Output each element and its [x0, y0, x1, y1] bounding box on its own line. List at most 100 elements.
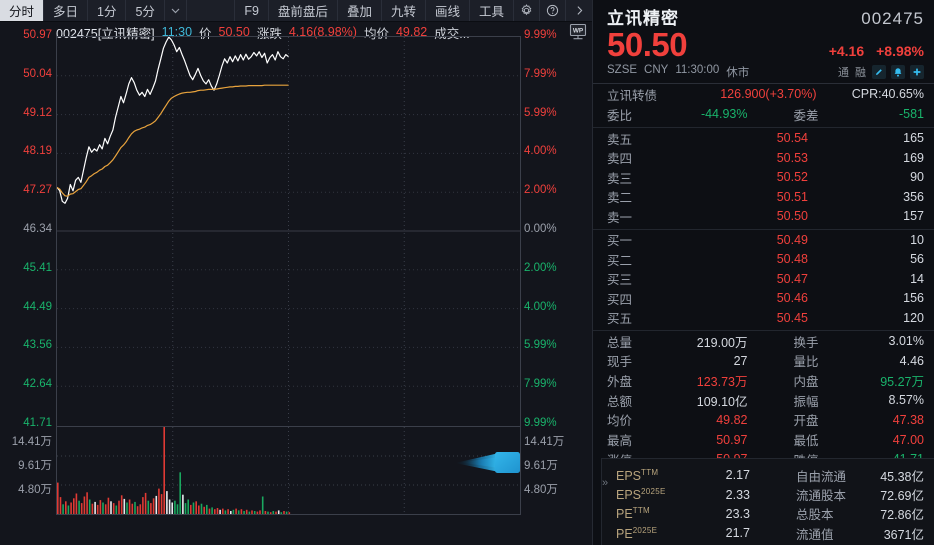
- chart-canvas[interactable]: 09:3010:0010:3011:0013:0013:3014:0014:30…: [0, 34, 592, 519]
- level-qty: 56: [910, 252, 924, 267]
- price-tick-left: 50.97: [23, 29, 52, 41]
- fundamental-label-2: 总股本: [796, 508, 834, 523]
- price-tick-left: 43.56: [23, 339, 52, 352]
- price-tick-left: 46.34: [23, 223, 52, 235]
- price-tick-left: 42.64: [23, 378, 52, 391]
- price-tick-left: 41.71: [23, 417, 52, 429]
- tab-5min[interactable]: 5分: [126, 0, 165, 21]
- fundamental-value: 23.3: [725, 506, 750, 521]
- gear-icon[interactable]: [514, 0, 540, 21]
- stat-label: 现手: [607, 355, 633, 370]
- stat-label: 总额: [607, 394, 633, 409]
- stat-value-2: 4.46: [899, 353, 924, 368]
- fundamental-row: PE2025E 21.7 流通值 3671亿: [616, 524, 924, 543]
- help-icon[interactable]: [540, 0, 566, 21]
- price-tick-left: 45.41: [23, 261, 52, 274]
- orderbook-bid-row[interactable]: 买一 50.49 10: [607, 230, 924, 250]
- level-label: 买四: [607, 292, 633, 307]
- info-avg-value: 49.82: [395, 25, 428, 39]
- button-drawline[interactable]: 画线: [426, 0, 470, 21]
- fundamental-row: PETTM 23.3 总股本 72.86亿: [616, 504, 924, 523]
- price-change-group: +4.16 +8.98%: [829, 43, 924, 63]
- pct-tick-right: 9.99%: [524, 417, 557, 429]
- stat-value-2: 95.27万: [880, 375, 924, 390]
- level-price: 50.47: [776, 271, 808, 286]
- volume-tick-right: 14.41万: [524, 436, 565, 448]
- orderbook-bid-row[interactable]: 买二 50.48 56: [607, 249, 924, 269]
- fundamental-value-2: 72.69亿: [880, 489, 924, 504]
- chart-panel: 分时 多日 1分 5分 F9 盘前盘后 叠加 九转 画线 工具: [0, 0, 592, 519]
- level-label: 买二: [607, 253, 633, 268]
- stat-value-2: 8.57%: [888, 393, 924, 408]
- fundamental-label-2: 自由流通: [796, 469, 847, 484]
- level-qty: 14: [910, 271, 924, 286]
- divider: [593, 82, 934, 84]
- info-avg-label: 均价: [363, 26, 389, 41]
- level-qty: 90: [910, 170, 924, 185]
- level-price: 50.48: [776, 252, 808, 267]
- statistic-row: 总额 109.10亿 振幅 8.57%: [607, 390, 924, 410]
- fundamental-value-2: 45.38亿: [880, 469, 924, 484]
- tab-intraday[interactable]: 分时: [0, 0, 45, 21]
- button-prepost[interactable]: 盘前盘后: [269, 0, 338, 21]
- chevron-down-icon[interactable]: [165, 0, 187, 21]
- price-change-abs: +4.16: [828, 42, 865, 59]
- stat-label-2: 振幅: [793, 394, 819, 409]
- chevron-right-icon[interactable]: [566, 0, 592, 21]
- fundamental-label: EPSTTM: [616, 467, 659, 483]
- level-label: 买五: [607, 312, 633, 327]
- orderbook-bid-row[interactable]: 买四 50.46 156: [607, 288, 924, 308]
- quote-header: 立讯精密 002475 50.50 +4.16 +8.98% SZSE CNY …: [593, 0, 934, 80]
- currency-label: CNY: [644, 63, 669, 76]
- pct-tick-right: 7.99%: [524, 67, 557, 80]
- statistic-row: 总量 219.00万 换手 3.01%: [607, 331, 924, 351]
- convertible-bond-row[interactable]: 立讯转债 126.900(+3.70%) CPR:40.65%: [607, 84, 924, 105]
- orderbook-bid-row[interactable]: 买五 50.45 120: [607, 308, 924, 328]
- orderbook-ask-row[interactable]: 卖五 50.54 165: [607, 128, 924, 148]
- orderbook-ask-row[interactable]: 卖三 50.52 90: [607, 167, 924, 187]
- price-plot[interactable]: [56, 36, 521, 426]
- volume-plot[interactable]: [56, 426, 521, 515]
- button-tools[interactable]: 工具: [470, 0, 514, 21]
- stat-value-2: 3.01%: [888, 334, 924, 349]
- button-f9[interactable]: F9: [235, 0, 269, 21]
- orderbook-bid-row[interactable]: 买三 50.47 14: [607, 269, 924, 289]
- button-ninereversal[interactable]: 九转: [382, 0, 426, 21]
- statistic-row: 现手 27 量比 4.46: [607, 351, 924, 371]
- edit-icon[interactable]: [871, 64, 886, 79]
- level-qty: 169: [903, 150, 924, 165]
- fundamental-label: PETTM: [616, 506, 651, 522]
- tab-multiday[interactable]: 多日: [44, 0, 89, 21]
- stat-value: 219.00万: [696, 335, 748, 350]
- volume-bars-svg: [57, 427, 520, 514]
- tab-1min[interactable]: 1分: [88, 0, 127, 21]
- price-tick-left: 48.19: [23, 145, 52, 158]
- orderbook-bids: 买一 50.49 10 买二 50.48 56 买三 50.47 14 买四 50.46 156 买五 5…: [593, 230, 934, 328]
- ratio-row: 委比 -44.93% 委差 -581: [607, 105, 924, 125]
- comet-badge-icon[interactable]: [455, 448, 521, 476]
- pct-tick-right: 4.00%: [524, 300, 557, 313]
- tag-tong: 通: [838, 66, 849, 79]
- fundamental-value-2: 3671亿: [883, 527, 924, 542]
- stat-value: 49.82: [716, 412, 748, 427]
- expand-chevron-icon[interactable]: »: [602, 477, 609, 489]
- orderbook-ask-row[interactable]: 卖四 50.53 169: [607, 148, 924, 168]
- quote-panel: 立讯精密 002475 50.50 +4.16 +8.98% SZSE CNY …: [592, 0, 934, 545]
- button-overlay[interactable]: 叠加: [338, 0, 382, 21]
- fundamental-label-2: 流通值: [796, 527, 834, 542]
- plus-icon[interactable]: [909, 64, 924, 79]
- level-label: 卖一: [607, 210, 633, 225]
- quote-time: 11:30:00: [675, 63, 720, 76]
- orderbook-ask-row[interactable]: 卖二 50.51 356: [607, 187, 924, 207]
- bond-section: 立讯转债 126.900(+3.70%) CPR:40.65% 委比 -44.9…: [593, 84, 934, 125]
- stat-label-2: 量比: [793, 355, 819, 370]
- stat-label-2: 开盘: [793, 414, 819, 429]
- level-label: 卖四: [607, 152, 633, 167]
- pct-tick-right: 7.99%: [524, 378, 557, 391]
- quote-actions: 通 融: [837, 64, 924, 80]
- orderbook-ask-row[interactable]: 卖一 50.50 157: [607, 206, 924, 226]
- bell-icon[interactable]: [890, 64, 905, 79]
- fundamentals-list: EPSTTM 2.17 自由流通 45.38亿 EPS2025E 2.33 流通股本 72.6…: [610, 465, 934, 543]
- volume-tick-right: 4.80万: [524, 484, 558, 496]
- wp-desktop-icon[interactable]: WP: [568, 23, 588, 41]
